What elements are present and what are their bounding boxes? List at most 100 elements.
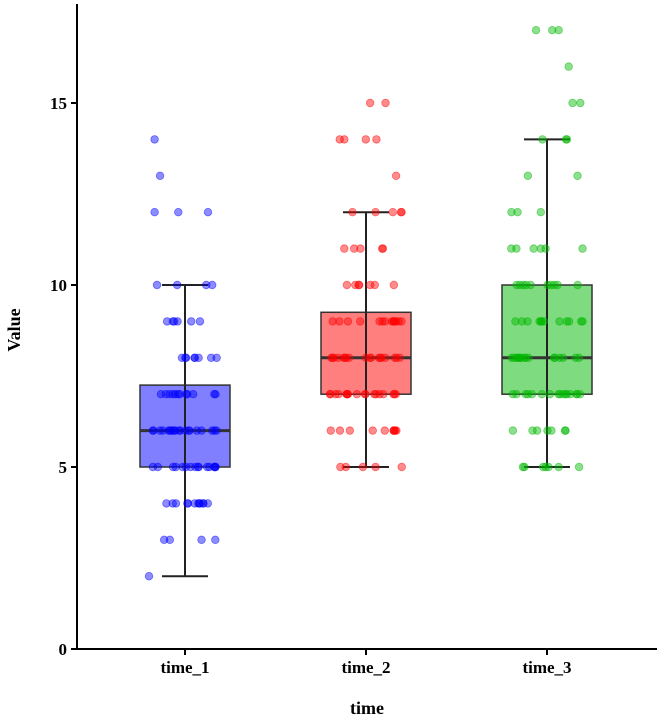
data-point (197, 535, 206, 544)
data-point (203, 499, 213, 508)
data-point (389, 317, 398, 326)
data-point (361, 390, 370, 399)
data-point (162, 499, 171, 508)
data-point (168, 390, 178, 399)
data-point (554, 26, 563, 35)
data-point (512, 280, 521, 290)
data-point (568, 98, 577, 108)
data-point (521, 390, 530, 399)
data-point (207, 280, 217, 290)
data-point (513, 207, 522, 217)
data-point (378, 244, 387, 253)
data-point (194, 353, 203, 362)
data-point (511, 317, 520, 326)
data-point (340, 353, 350, 362)
data-point (356, 317, 365, 326)
data-point (517, 317, 527, 326)
data-point (342, 390, 352, 399)
data-point (532, 426, 542, 435)
data-point (573, 280, 582, 290)
data-point (562, 317, 571, 326)
data-point (388, 207, 397, 217)
data-point (377, 353, 386, 362)
data-point (181, 426, 190, 435)
data-point (168, 462, 178, 472)
data-point (391, 171, 401, 180)
data-point (153, 462, 163, 472)
data-point (555, 390, 565, 399)
data-point (529, 244, 538, 253)
data-point (152, 280, 162, 290)
data-point (361, 135, 371, 144)
data-point (340, 135, 349, 144)
data-point (566, 390, 575, 399)
data-point (389, 280, 399, 290)
data-point (372, 135, 381, 144)
data-point (336, 462, 345, 472)
data-point (547, 26, 557, 35)
x-tick-label: time_3 (522, 658, 571, 677)
plot-area (139, 26, 593, 581)
data-point (205, 462, 214, 472)
data-point (181, 462, 191, 472)
y-tick-label: 5 (59, 458, 68, 477)
data-point (545, 390, 555, 399)
data-point (335, 135, 344, 144)
data-point (169, 426, 178, 435)
data-point (342, 280, 352, 290)
data-point (391, 390, 400, 399)
data-point (345, 426, 355, 435)
data-point (554, 462, 563, 472)
data-point (508, 426, 518, 435)
x-tick-label: time_1 (160, 658, 209, 677)
data-point (544, 462, 553, 472)
data-point (351, 280, 360, 290)
data-point (155, 426, 165, 435)
data-point (172, 280, 182, 290)
data-point (150, 135, 159, 144)
data-point (174, 207, 183, 217)
y-tick-label: 15 (50, 94, 67, 113)
data-point (508, 390, 518, 399)
data-point (397, 462, 406, 472)
data-point (168, 499, 177, 508)
data-point (366, 353, 375, 362)
data-point (168, 317, 178, 326)
data-point (371, 390, 381, 399)
data-point (365, 98, 375, 108)
data-point (171, 390, 180, 399)
data-point (397, 207, 406, 217)
data-point (183, 499, 193, 508)
data-point (528, 426, 537, 435)
data-point (203, 207, 213, 217)
data-point (186, 462, 195, 472)
data-point (574, 462, 584, 472)
data-point (391, 426, 400, 435)
data-point (340, 244, 349, 253)
data-point (192, 426, 202, 435)
data-point (521, 353, 530, 362)
data-point (343, 317, 353, 326)
data-point (575, 390, 585, 399)
data-point (162, 317, 172, 326)
data-point (349, 244, 359, 253)
data-point (189, 390, 198, 399)
data-point (208, 426, 217, 435)
x-tick-label: time_2 (341, 658, 390, 677)
data-point (173, 317, 182, 326)
data-point (195, 317, 205, 326)
data-point (550, 280, 559, 290)
data-point (356, 244, 365, 253)
data-point (333, 353, 343, 362)
data-point (539, 317, 549, 326)
data-point (507, 207, 516, 217)
data-point (158, 426, 168, 435)
data-point (326, 426, 335, 435)
data-point (561, 390, 571, 399)
data-point (183, 390, 192, 399)
data-point (371, 462, 380, 472)
data-point (531, 26, 541, 35)
data-point (380, 426, 390, 435)
data-point (352, 390, 362, 399)
data-point (536, 317, 546, 326)
